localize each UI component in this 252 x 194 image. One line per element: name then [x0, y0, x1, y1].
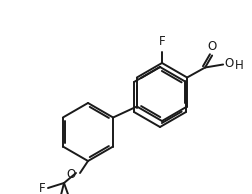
Text: H: H — [235, 59, 244, 72]
Text: O: O — [207, 41, 217, 54]
Text: O: O — [224, 57, 233, 70]
Text: O: O — [67, 167, 76, 180]
Text: F: F — [159, 35, 165, 48]
Text: F: F — [39, 182, 46, 194]
